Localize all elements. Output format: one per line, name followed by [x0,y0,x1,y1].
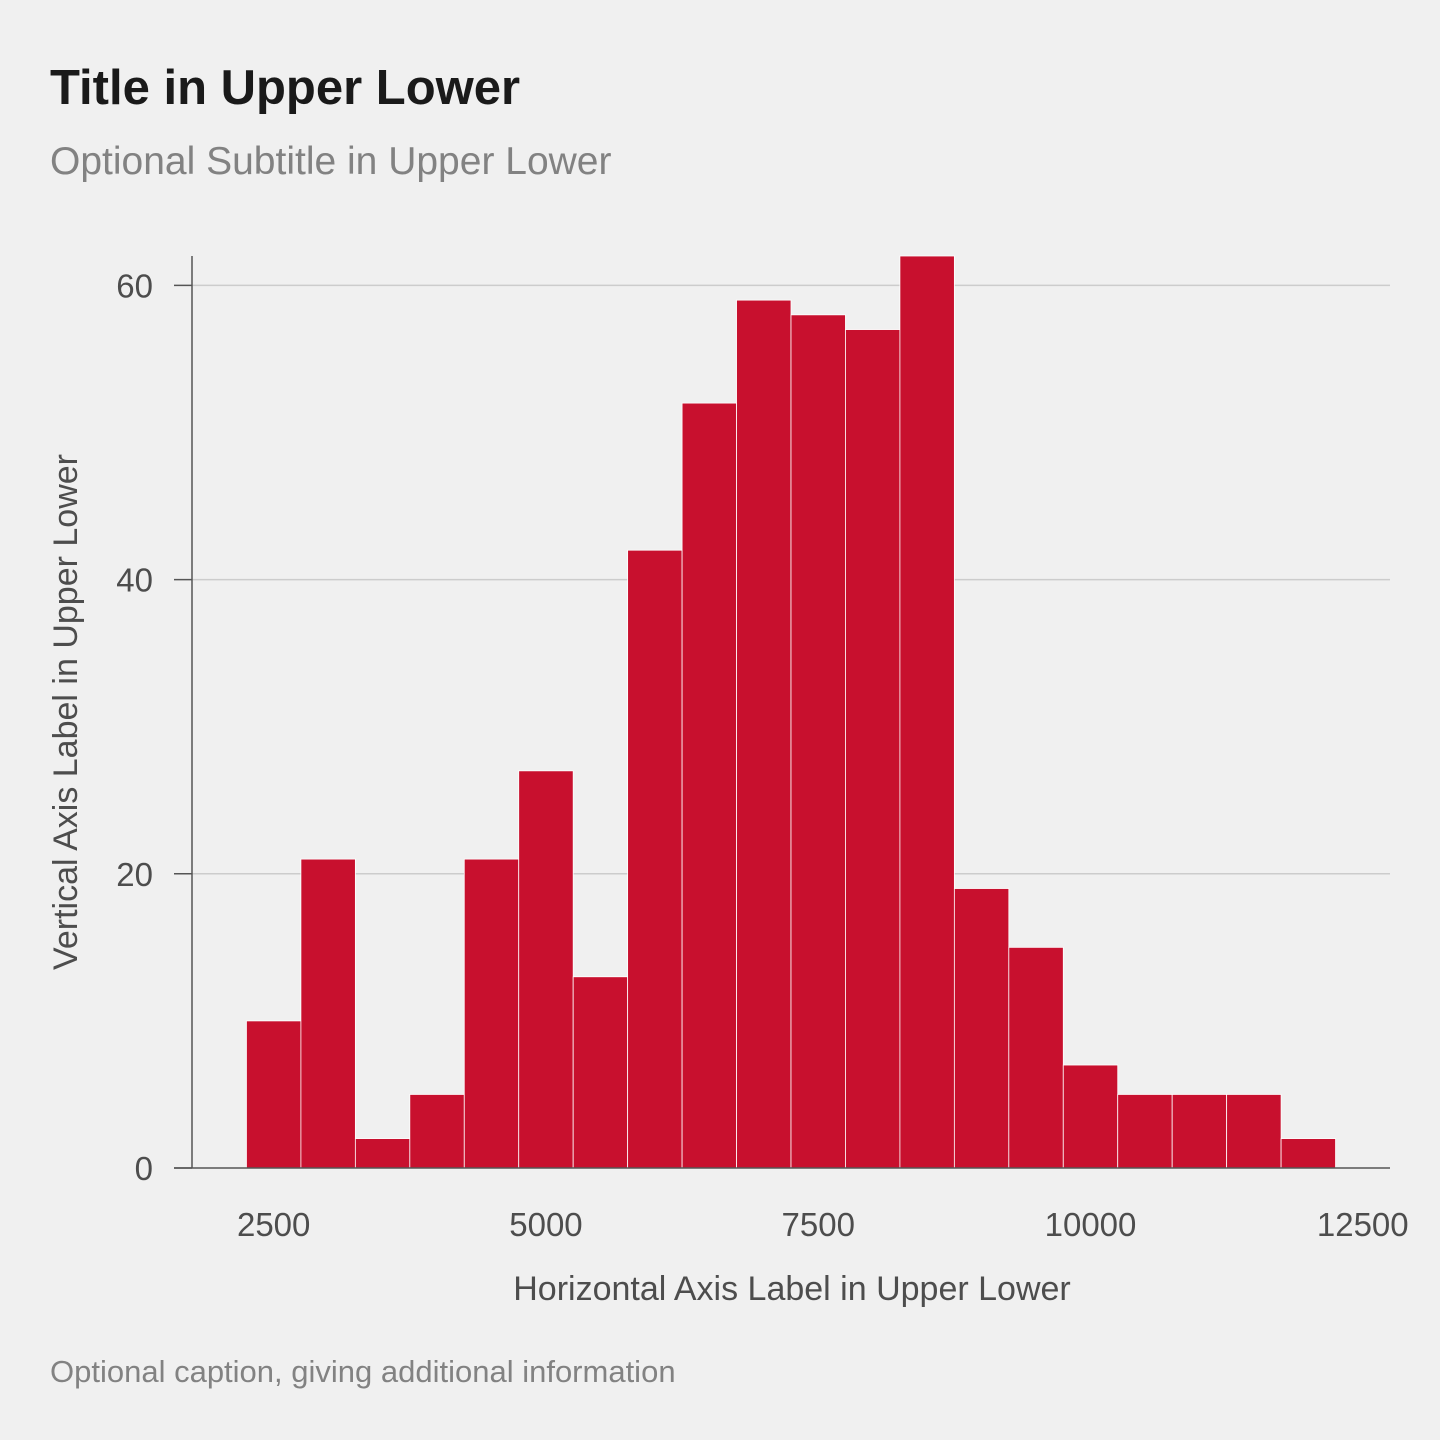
y-tick-label: 40 [116,562,153,599]
axes [174,256,1390,1169]
histogram-bar [518,770,574,1169]
x-axis-title: Horizontal Axis Label in Upper Lower [513,1270,1071,1308]
histogram-bar [409,1094,465,1169]
histogram-bar [736,299,792,1169]
y-axis-title: Vertical Axis Label in Upper Lower [47,454,85,970]
histogram-bar [1226,1094,1282,1169]
chart-title: Title in Upper Lower [50,61,521,115]
histogram-bar [953,888,1010,1169]
histogram-bar [1062,1064,1119,1169]
histogram-bar [1280,1138,1336,1169]
x-tick-label: 7500 [782,1206,855,1243]
histogram-bars [246,255,1336,1169]
x-tick-label: 2500 [237,1206,310,1243]
histogram-bar [572,976,629,1169]
chart-subtitle: Optional Subtitle in Upper Lower [50,140,612,183]
histogram-bar [627,549,683,1169]
histogram-bar [1117,1094,1173,1169]
histogram-bar [1008,946,1064,1169]
tick-labels: 0 20 40 60 2500 5000 7500 10000 12500 [116,267,1408,1243]
histogram-bar [899,255,955,1169]
chart-caption: Optional caption, giving additional info… [50,1354,676,1389]
x-tick-label: 12500 [1317,1206,1409,1243]
histogram-bar [300,858,356,1169]
histogram-bar [246,1020,302,1169]
x-tick-label: 5000 [509,1206,582,1243]
x-tick-label: 10000 [1045,1206,1137,1243]
y-tick-label: 20 [116,856,153,893]
y-tick-label: 60 [116,267,153,304]
histogram-bar [463,858,520,1169]
y-tick-label: 0 [135,1150,153,1187]
histogram-bar [681,402,737,1169]
histogram-bar [845,329,901,1169]
histogram-bar [790,314,846,1169]
histogram-bar [354,1138,411,1169]
histogram-bar [1171,1094,1228,1169]
